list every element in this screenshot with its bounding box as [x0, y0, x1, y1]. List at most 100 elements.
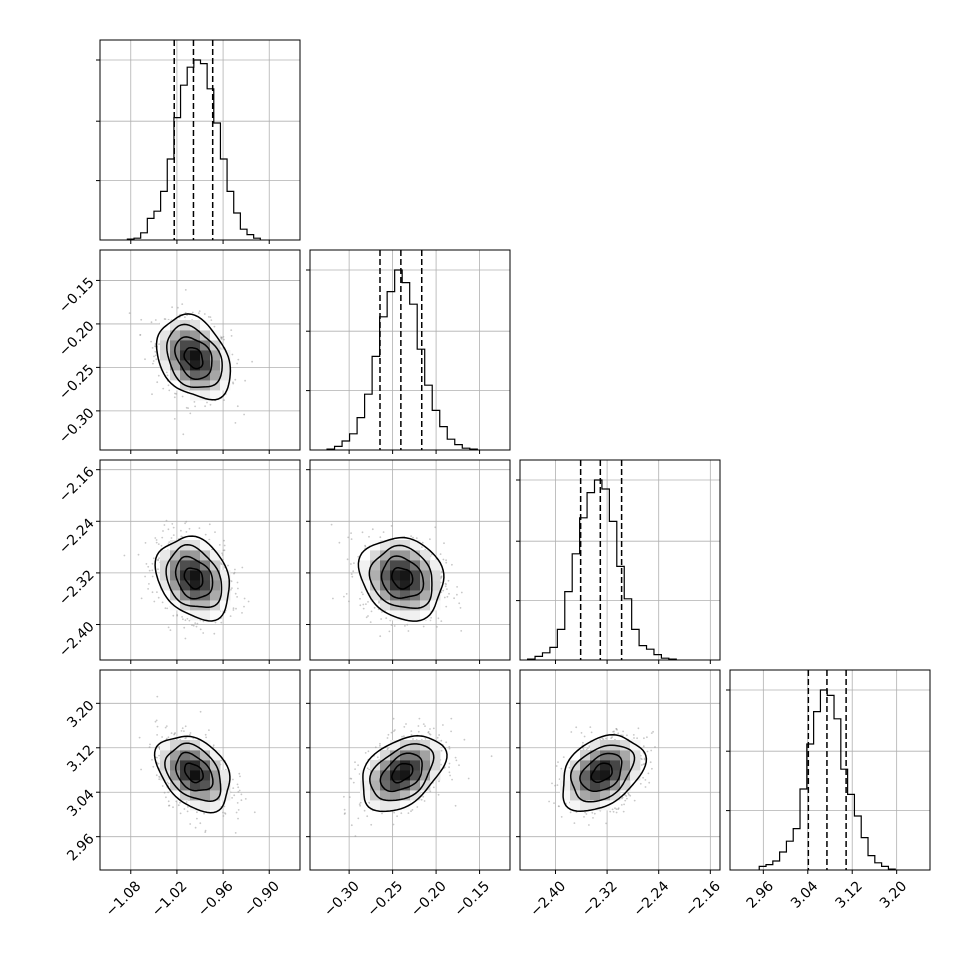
scatter-panel-2-0: −2.40−2.32−2.24−2.16: [56, 459, 301, 664]
density-cell: [210, 790, 221, 801]
density-cell: [160, 560, 171, 571]
x-tick-label: −2.32: [579, 878, 621, 920]
sample-point: [140, 318, 143, 321]
density-cell: [180, 330, 191, 341]
sample-point: [647, 772, 650, 775]
sample-point: [350, 824, 353, 827]
sample-point: [232, 609, 235, 611]
sample-point: [456, 586, 458, 588]
sample-point: [152, 360, 155, 362]
sample-point: [221, 552, 224, 555]
sample-point: [643, 758, 646, 761]
sample-point: [235, 811, 238, 814]
density-cell: [560, 790, 571, 801]
sample-point: [569, 811, 572, 814]
sample-point: [332, 597, 334, 600]
sample-point: [599, 738, 601, 741]
x-tick-label: −0.90: [241, 878, 283, 920]
sample-point: [173, 418, 176, 420]
sample-point: [448, 762, 451, 765]
density-cell: [190, 780, 201, 791]
sample-point: [161, 536, 164, 539]
sample-point: [165, 371, 168, 374]
sample-point: [393, 625, 396, 627]
y-tick-label: 3.04: [64, 786, 97, 819]
density-cell: [380, 790, 391, 801]
sample-point: [237, 791, 240, 793]
sample-point: [166, 781, 169, 784]
density-cell: [190, 600, 201, 611]
sample-point: [167, 800, 170, 803]
sample-point: [593, 812, 596, 815]
sample-point: [231, 587, 233, 589]
sample-point: [347, 536, 350, 539]
sample-point: [627, 792, 630, 795]
density-cell: [200, 350, 211, 361]
sample-point: [156, 756, 158, 759]
sample-point: [156, 695, 159, 698]
sample-point: [420, 798, 423, 801]
density-cell: [370, 770, 381, 781]
sample-point: [417, 725, 420, 727]
density-cell: [160, 770, 171, 781]
sample-point: [444, 582, 447, 585]
x-tick-label: −1.02: [149, 878, 191, 920]
sample-point: [180, 535, 183, 538]
sample-point: [612, 730, 614, 733]
density-cell: [420, 770, 431, 781]
density-cell: [410, 610, 421, 621]
sample-point: [437, 793, 440, 796]
density-cell: [190, 550, 201, 561]
density-cell: [180, 580, 191, 591]
sample-point: [448, 745, 451, 748]
sample-point: [151, 393, 153, 396]
contour-level-0: [391, 762, 414, 784]
sample-point: [448, 747, 451, 750]
sample-point: [154, 350, 157, 353]
sample-point: [362, 593, 364, 596]
sample-point: [371, 528, 374, 531]
sample-point: [244, 798, 247, 800]
sample-point: [410, 535, 412, 538]
sample-point: [157, 374, 160, 377]
density-cell: [180, 560, 191, 571]
sample-point: [222, 815, 225, 817]
sample-point: [183, 626, 186, 629]
sample-point: [196, 622, 199, 625]
sample-point: [173, 733, 176, 736]
sample-point: [446, 595, 449, 598]
sample-point: [440, 749, 443, 752]
sample-point: [140, 597, 143, 600]
density-cell: [400, 790, 411, 801]
density-cell: [420, 590, 431, 601]
sample-point: [380, 618, 382, 620]
density-cell: [370, 790, 381, 801]
density-cell: [210, 570, 221, 581]
sample-point: [234, 568, 236, 571]
sample-point: [366, 767, 369, 770]
sample-point: [447, 579, 450, 582]
sample-point: [351, 575, 354, 578]
sample-point: [153, 355, 155, 358]
sample-point: [575, 726, 578, 729]
density-cell: [190, 580, 201, 591]
density-cell: [200, 790, 211, 801]
density-cell: [430, 580, 441, 591]
sample-point: [230, 329, 233, 331]
sample-point: [364, 544, 366, 547]
contours: [153, 735, 231, 814]
sample-point: [151, 347, 154, 349]
density-cell: [180, 340, 191, 351]
density-cell: [170, 360, 181, 371]
contour-level-3: [562, 733, 648, 812]
sample-point: [155, 719, 158, 722]
density-cell: [370, 580, 381, 591]
density-cell: [210, 390, 221, 401]
sample-point: [357, 817, 360, 820]
sample-point: [649, 761, 652, 764]
sample-point: [432, 727, 435, 730]
sample-point: [236, 362, 239, 365]
contour-level-3: [155, 313, 232, 401]
sample-point: [381, 611, 383, 613]
sample-point: [236, 581, 239, 584]
